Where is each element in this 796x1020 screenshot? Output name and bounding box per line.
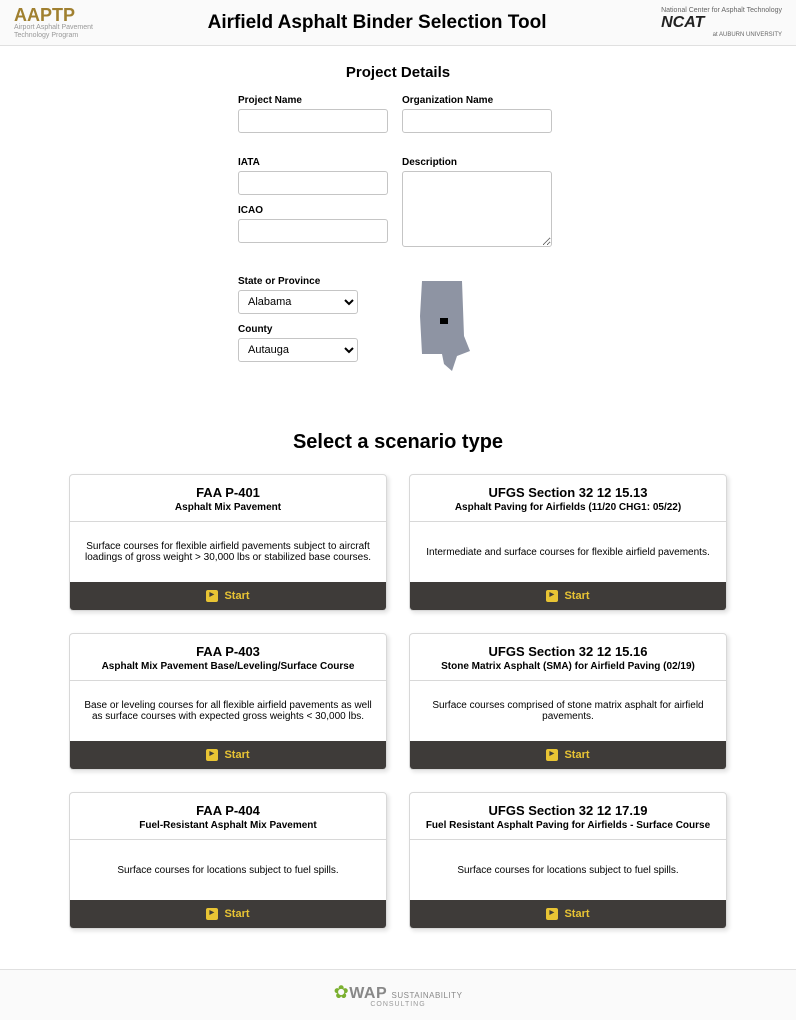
start-icon [206,749,218,761]
card-head: FAA P-401 Asphalt Mix Pavement [70,475,386,522]
start-label: Start [564,590,589,602]
scenario-card: UFGS Section 32 12 17.19 Fuel Resistant A… [409,792,727,929]
card-body: Surface courses for flexible airfield pa… [70,522,386,582]
org-label: Organization Name [402,95,552,106]
project-form: Project Name Organization Name IATA ICAO… [238,85,558,401]
start-label: Start [564,908,589,920]
card-head: UFGS Section 32 12 15.13 Asphalt Paving f… [410,475,726,522]
start-icon [546,590,558,602]
start-button[interactable]: Start [70,582,386,610]
start-icon [546,908,558,920]
card-subtitle: Asphalt Paving for Airfields (11/20 CHG1… [420,502,716,513]
icao-input[interactable] [238,219,388,243]
card-subtitle: Fuel Resistant Asphalt Paving for Airfie… [420,820,716,831]
start-button[interactable]: Start [410,741,726,769]
start-icon [546,749,558,761]
card-subtitle: Asphalt Mix Pavement Base/Leveling/Surfa… [80,661,376,672]
state-select[interactable]: Alabama [238,290,358,314]
scenario-card: FAA P-401 Asphalt Mix Pavement Surface cou… [69,474,387,611]
card-subtitle: Stone Matrix Asphalt (SMA) for Airfield … [420,661,716,672]
scenario-cards: FAA P-401 Asphalt Mix Pavement Surface cou… [0,474,796,969]
start-icon [206,590,218,602]
start-button[interactable]: Start [70,741,386,769]
card-head: FAA P-403 Asphalt Mix Pavement Base/Level… [70,634,386,681]
start-icon [206,908,218,920]
iata-label: IATA [238,157,388,168]
start-button[interactable]: Start [410,900,726,928]
card-subtitle: Asphalt Mix Pavement [80,502,376,513]
card-title: FAA P-404 [80,803,376,818]
card-body: Surface courses for locations subject to… [410,840,726,900]
desc-input[interactable] [402,171,552,247]
footer-logo: ✿WAP SUSTAINABILITY CONSULTING [12,982,784,1008]
scenario-heading: Select a scenario type [0,431,796,454]
logo-aaptp: AAPTP Airport Asphalt Pavement Technolog… [14,6,93,39]
start-label: Start [564,749,589,761]
card-head: UFGS Section 32 12 17.19 Fuel Resistant A… [410,793,726,840]
card-title: FAA P-403 [80,644,376,659]
start-button[interactable]: Start [410,582,726,610]
header: AAPTP Airport Asphalt Pavement Technolog… [0,0,796,46]
scenario-card: FAA P-403 Asphalt Mix Pavement Base/Level… [69,633,387,770]
iata-input[interactable] [238,171,388,195]
state-shape [402,276,552,381]
county-select[interactable]: Autauga [238,338,358,362]
icao-label: ICAO [238,205,388,216]
card-title: UFGS Section 32 12 15.16 [420,644,716,659]
card-body: Surface courses for locations subject to… [70,840,386,900]
card-head: UFGS Section 32 12 15.16 Stone Matrix Asp… [410,634,726,681]
county-label: County [238,324,388,335]
org-input[interactable] [402,109,552,133]
scenario-card: UFGS Section 32 12 15.13 Asphalt Paving f… [409,474,727,611]
page-title: Airfield Asphalt Binder Selection Tool [93,12,661,34]
start-label: Start [224,908,249,920]
desc-label: Description [402,157,552,168]
project-name-label: Project Name [238,95,388,106]
state-label: State or Province [238,276,388,287]
scenario-card: FAA P-404 Fuel-Resistant Asphalt Mix Pave… [69,792,387,929]
alabama-map-icon [402,276,482,376]
footer: ✿WAP SUSTAINABILITY CONSULTING [0,969,796,1020]
start-label: Start [224,590,249,602]
project-details-heading: Project Details [0,64,796,81]
card-body: Surface courses comprised of stone matri… [410,681,726,741]
scenario-card: UFGS Section 32 12 15.16 Stone Matrix Asp… [409,633,727,770]
card-head: FAA P-404 Fuel-Resistant Asphalt Mix Pave… [70,793,386,840]
logo-ncat: National Center for Asphalt Technology N… [661,7,782,38]
card-body: Intermediate and surface courses for fle… [410,522,726,582]
start-button[interactable]: Start [70,900,386,928]
card-body: Base or leveling courses for all flexibl… [70,681,386,741]
card-title: FAA P-401 [80,485,376,500]
start-label: Start [224,749,249,761]
project-name-input[interactable] [238,109,388,133]
card-title: UFGS Section 32 12 17.19 [420,803,716,818]
card-title: UFGS Section 32 12 15.13 [420,485,716,500]
card-subtitle: Fuel-Resistant Asphalt Mix Pavement [80,820,376,831]
